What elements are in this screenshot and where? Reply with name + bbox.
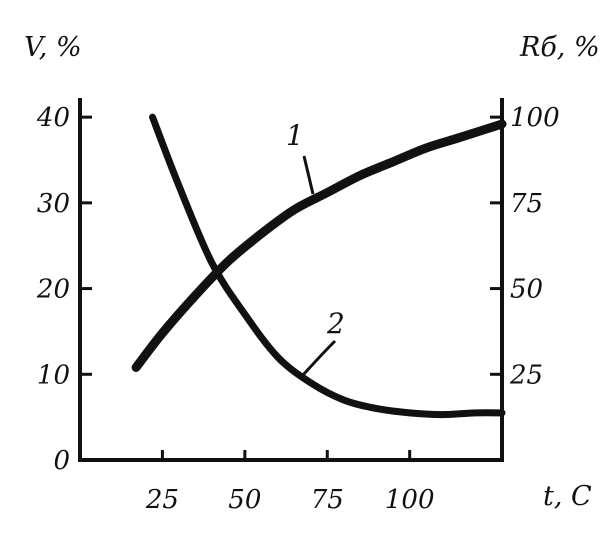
x-tick-label: 50	[228, 485, 261, 515]
left-y-tick-label: 30	[37, 189, 70, 219]
right-y-axis-title: Rб, %	[519, 32, 600, 63]
left-y-axis-title: V, %	[24, 32, 82, 63]
right-y-tick-label: 25	[509, 360, 543, 390]
right-y-tick-label: 50	[510, 275, 543, 305]
axes-layer	[78, 98, 504, 462]
series-1-line	[131, 119, 507, 372]
x-tick-label: 25	[145, 485, 179, 515]
series-layer	[131, 113, 507, 419]
series-2-label: 2	[326, 307, 345, 340]
left-y-tick-label: 10	[37, 360, 70, 390]
series-1-leader-line	[302, 155, 315, 195]
right-y-tick-label: 75	[510, 189, 543, 219]
right-y-tick-label: 100	[510, 103, 560, 133]
x-axis-title: t, C	[543, 481, 592, 512]
left-y-tick-label: 20	[36, 275, 70, 305]
ticks-layer: 0 10 20 30 40 25 50 75 100 25 50 75 100	[36, 103, 560, 515]
x-tick-label: 100	[385, 485, 435, 515]
left-y-tick-label: 0	[53, 446, 70, 476]
left-y-tick-label: 40	[36, 103, 70, 133]
series-2-line	[149, 113, 506, 419]
series-1-label: 1	[286, 119, 304, 152]
x-tick-label: 75	[311, 485, 344, 515]
series-2-leader-line	[301, 339, 337, 377]
